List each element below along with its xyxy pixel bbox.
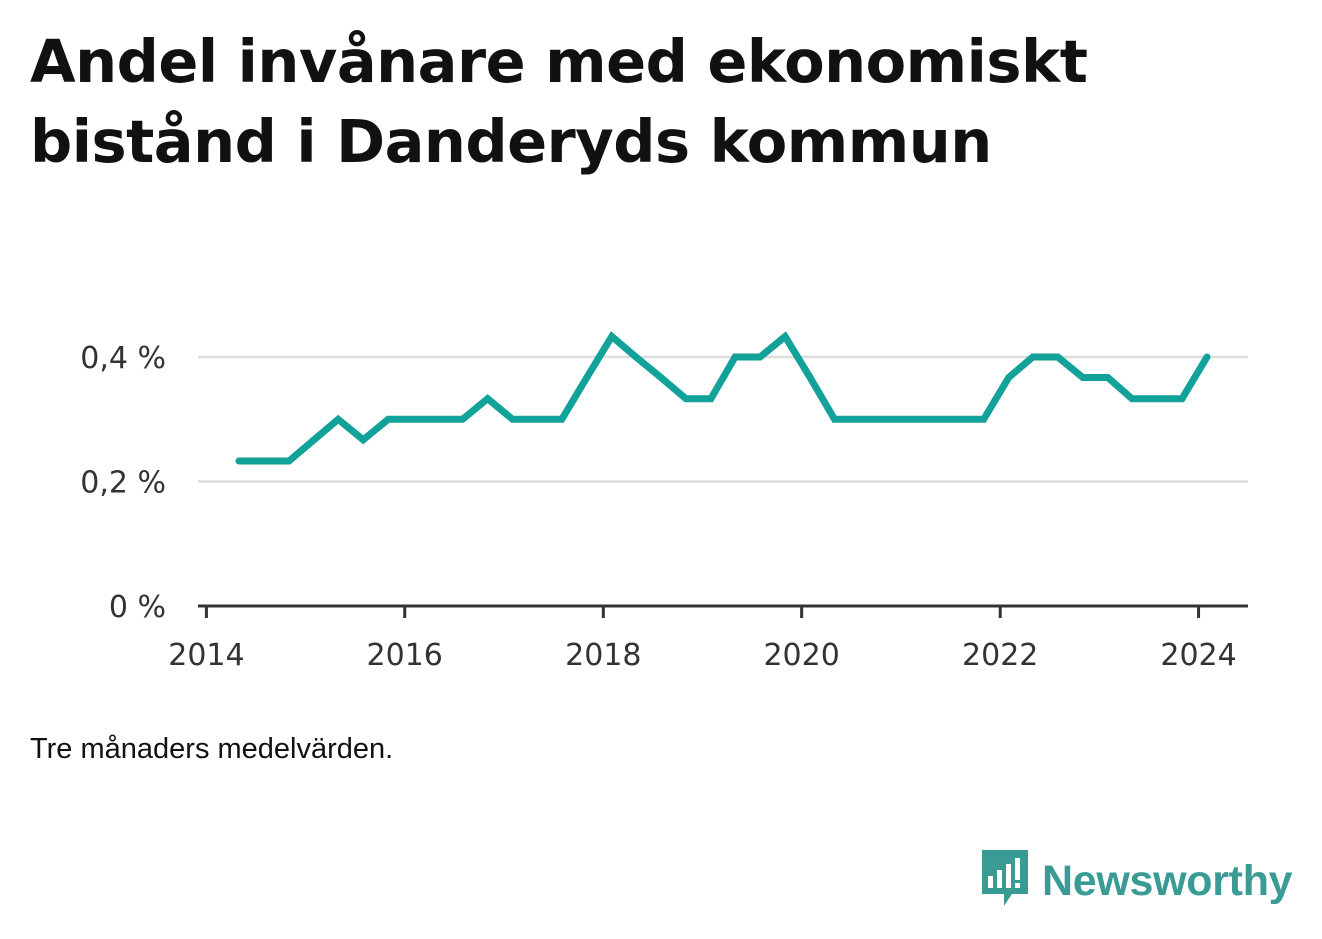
series-layer xyxy=(235,331,1211,465)
brand[interactable]: Newsworthy xyxy=(980,848,1293,914)
y-tick-label: 0,2 % xyxy=(80,466,166,501)
x-tick-label: 2014 xyxy=(168,638,244,673)
y-tick-label: 0 % xyxy=(109,590,166,625)
footnote: Tre månaders medelvärden. xyxy=(30,733,394,765)
chart-title: Andel invånare med ekonomiskt bistånd i … xyxy=(30,27,1088,176)
newsworthy-logo-icon xyxy=(980,848,1030,914)
x-tick-label: 2020 xyxy=(763,638,839,673)
gridlines xyxy=(198,355,1248,483)
brand-name: Newsworthy xyxy=(1042,856,1293,905)
y-axis-ticks: 0 % 0,2 % 0,4 % xyxy=(80,341,166,625)
y-tick-label: 0,4 % xyxy=(80,341,166,376)
x-tick-label: 2024 xyxy=(1160,638,1236,673)
x-tick-label: 2018 xyxy=(565,638,641,673)
x-axis-ticks: 2014 2016 2018 2020 2022 2024 xyxy=(168,606,1237,673)
x-tick-label: 2016 xyxy=(367,638,443,673)
series-line xyxy=(235,331,1211,465)
x-tick-label: 2022 xyxy=(962,638,1038,673)
